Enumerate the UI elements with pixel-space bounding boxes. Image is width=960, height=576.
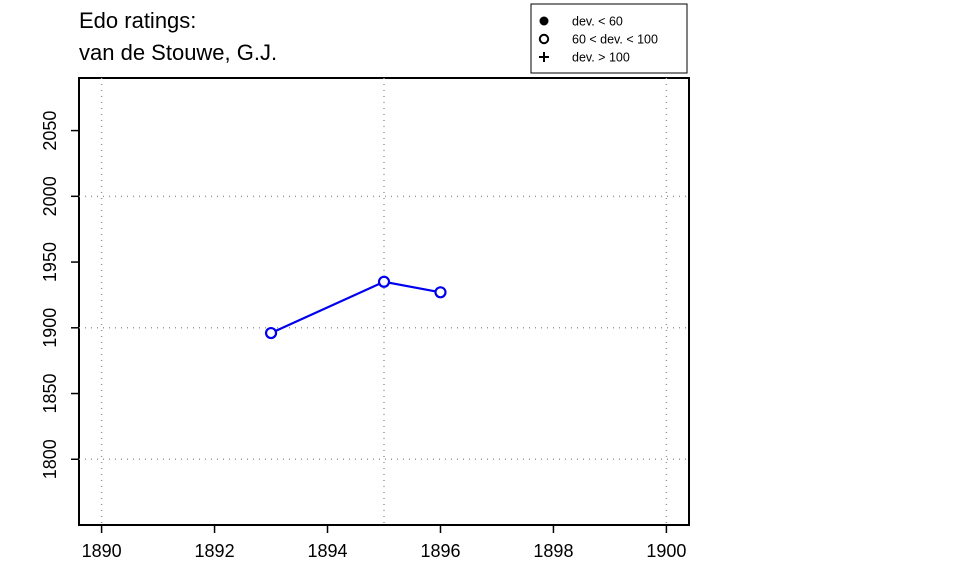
y-tick-label: 1900 <box>40 308 60 348</box>
series-group <box>264 275 447 340</box>
y-tick-label: 1950 <box>40 242 60 282</box>
y-tick-label: 1800 <box>40 439 60 479</box>
legend-marker-plus <box>539 52 549 62</box>
plot-frame <box>78 77 690 526</box>
legend-label: dev. < 60 <box>572 15 623 29</box>
x-tick-label: 1896 <box>420 541 460 561</box>
data-point <box>377 275 391 288</box>
y-tick-label: 1850 <box>40 374 60 414</box>
y-tick-label: 2000 <box>40 176 60 216</box>
x-tick-label: 1900 <box>646 541 686 561</box>
x-tick-label: 1890 <box>82 541 122 561</box>
legend-marker-filled-circle <box>539 16 549 26</box>
series-line <box>270 280 441 335</box>
data-point <box>264 326 278 340</box>
legend-marker-open-circle <box>538 33 550 45</box>
legend-label: dev. > 100 <box>572 51 630 65</box>
axes: 1890 1892 1894 1896 1898 1900 1800 1850 1900 1950… <box>40 111 686 561</box>
legend: dev. < 60 60 < dev. < 100 dev. > 100 <box>530 3 688 74</box>
x-tick-label: 1892 <box>195 541 235 561</box>
chart-title-line-2: van de Stouwe, G.J. <box>79 40 278 65</box>
x-tick-label: 1894 <box>307 541 347 561</box>
x-tick-label: 1898 <box>533 541 573 561</box>
legend-box <box>530 3 688 74</box>
legend-label: 60 < dev. < 100 <box>572 33 658 47</box>
grid-lines <box>79 78 689 525</box>
y-tick-label: 2050 <box>40 111 60 151</box>
data-point <box>434 286 447 299</box>
chart-title-line-1: Edo ratings: <box>79 8 197 33</box>
